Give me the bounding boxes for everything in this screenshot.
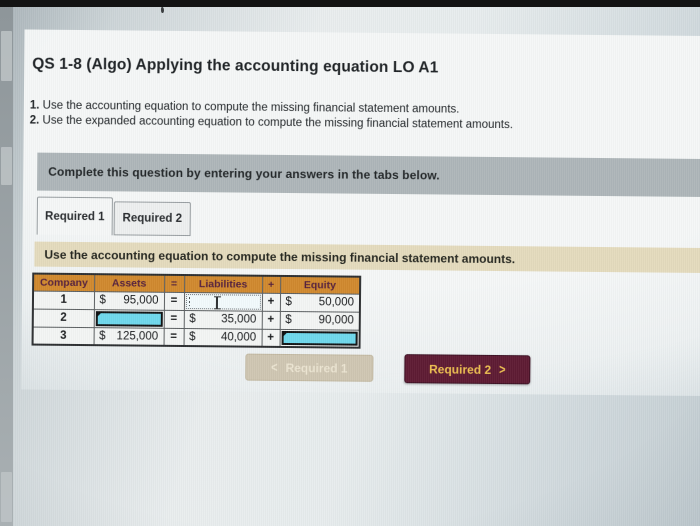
dollar-sign: $ <box>189 330 196 343</box>
dollar-sign: $ <box>189 313 196 326</box>
table-row: 3 $ 125,000 = $ 40,000 + <box>32 326 360 348</box>
company-cell: 2 <box>32 308 94 328</box>
monitor-bezel <box>0 0 700 7</box>
equals-cell: = <box>163 291 185 311</box>
highlighted-answer-input[interactable] <box>281 330 358 346</box>
company-cell: 1 <box>32 290 95 310</box>
liabilities-value-cell: $ 35,000 <box>183 310 262 329</box>
dollar-sign: $ <box>99 294 106 307</box>
accounting-equation-table: Company Assets = Liabilities + Equity 1 … <box>31 272 362 349</box>
liabilities-value-cell: $ 40,000 <box>183 328 262 347</box>
instruction-text: Use the expanded accounting equation to … <box>42 114 514 132</box>
prev-required-button[interactable]: < Required 1 <box>245 353 374 382</box>
edge-reflection <box>1 31 12 81</box>
amount: 50,000 <box>318 296 355 309</box>
highlighted-answer-input[interactable] <box>95 310 163 327</box>
company-cell: 3 <box>32 326 94 346</box>
tab-required-2[interactable]: Required 2 <box>113 201 191 237</box>
plus-cell: + <box>261 310 280 329</box>
complete-question-banner: Complete this question by entering your … <box>37 152 700 198</box>
prev-button-label: Required 1 <box>285 360 348 376</box>
next-button-label: Required 2 <box>429 361 492 377</box>
amount: 90,000 <box>318 314 354 327</box>
cell-flag-icon <box>281 330 289 338</box>
assets-value-cell: $ 125,000 <box>93 327 164 346</box>
dollar-sign: $ <box>285 295 292 309</box>
assets-input-cell[interactable] <box>93 309 164 328</box>
liabilities-input-cell[interactable] <box>183 292 263 311</box>
equals-cell: = <box>163 327 184 347</box>
chevron-left-icon: < <box>271 359 278 375</box>
focused-answer-input[interactable] <box>185 293 261 310</box>
edge-reflection <box>1 472 12 522</box>
dollar-sign: $ <box>285 313 292 327</box>
dollar-sign: $ <box>99 329 106 343</box>
instruction-number: 2. <box>29 114 40 127</box>
equity-input-cell[interactable] <box>279 328 360 348</box>
plus-cell: + <box>261 292 281 311</box>
equity-value-cell: $ 90,000 <box>279 310 360 330</box>
amount: 35,000 <box>221 313 257 326</box>
cell-flag-icon <box>95 310 103 318</box>
ibeam-cursor-icon <box>213 295 221 309</box>
column-header-assets: Assets <box>94 274 165 292</box>
instruction-text: Use the accounting equation to compute t… <box>42 99 460 116</box>
tab-required-1[interactable]: Required 1 <box>36 196 113 236</box>
edge-reflection <box>1 147 12 185</box>
column-header-company: Company <box>33 273 95 292</box>
column-header-plus: + <box>262 275 281 293</box>
screen-speck <box>161 7 164 13</box>
amount: 40,000 <box>220 331 257 344</box>
chevron-right-icon: > <box>499 362 506 378</box>
column-header-equity: Equity <box>280 275 361 294</box>
equity-value-cell: $ 50,000 <box>279 292 361 312</box>
next-required-button[interactable]: Required 2 > <box>404 354 531 385</box>
plus-cell: + <box>261 328 280 347</box>
column-header-equals: = <box>164 274 185 293</box>
text-caret <box>188 296 190 306</box>
instruction-number: 1. <box>29 99 40 112</box>
amount: 95,000 <box>123 294 159 307</box>
amount: 125,000 <box>116 330 159 343</box>
assets-value-cell: $ 95,000 <box>93 291 165 310</box>
column-header-liabilities: Liabilities <box>184 275 263 293</box>
screen-left-edge <box>0 7 13 526</box>
equals-cell: = <box>163 309 184 329</box>
